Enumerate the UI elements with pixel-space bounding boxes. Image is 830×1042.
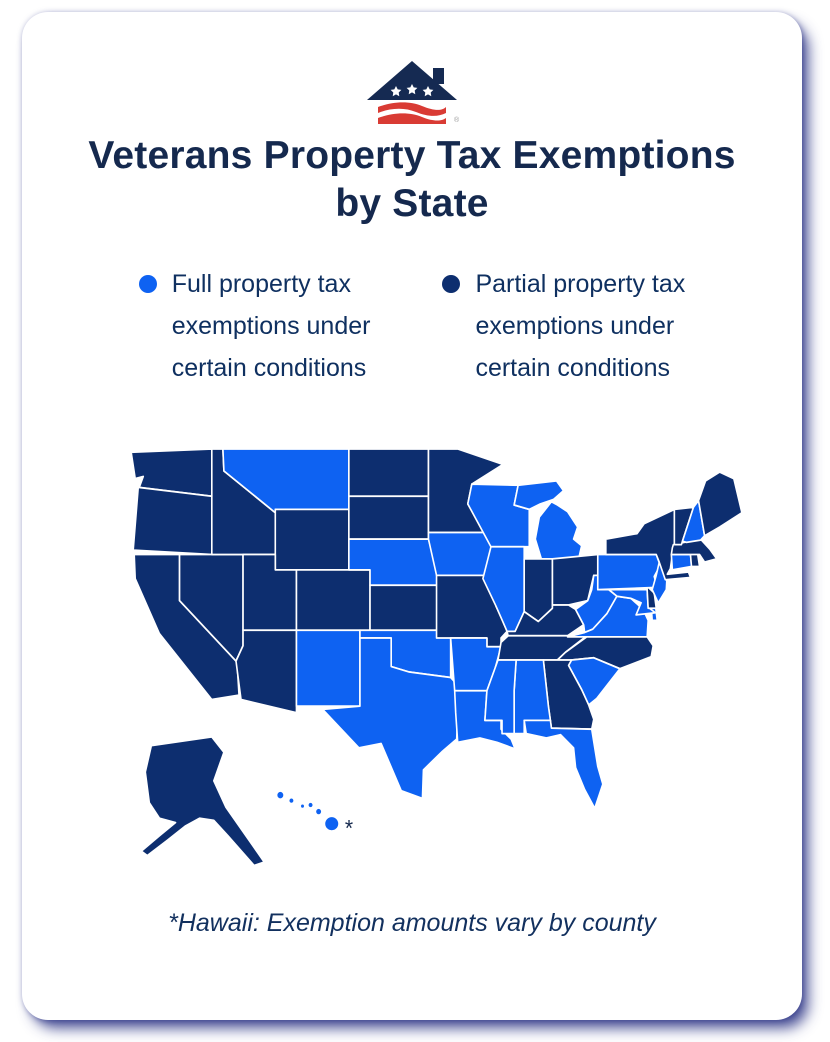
state-alaska (140, 736, 266, 867)
state-hawaii (276, 790, 340, 832)
state-rhode-island (689, 552, 701, 568)
logo-stars (390, 84, 434, 97)
page-title: Veterans Property Tax Exemptions by Stat… (22, 132, 802, 227)
veterans-united-logo: ® (360, 58, 464, 131)
full-exemption-label: Full property tax exemptions under certa… (171, 270, 371, 382)
state-vermont (673, 506, 695, 546)
partial-exemption-label: Partial property tax exemptions under ce… (475, 270, 686, 382)
legend: Full property tax exemptions under certa… (22, 263, 802, 389)
registered-trademark: ® (454, 116, 460, 124)
state-wyoming (274, 508, 350, 571)
state-new-mexico (295, 629, 361, 707)
state-pennsylvania (596, 553, 662, 591)
us-choropleth-map: * (107, 416, 757, 916)
state-mississippi (484, 659, 517, 735)
page-title-line2: by State (335, 181, 489, 225)
us-map-svg: * (130, 448, 743, 867)
logo-stripe-bottom (378, 113, 446, 124)
state-massachusetts (670, 538, 718, 564)
state-north-dakota (348, 448, 430, 498)
full-exemption-dot (138, 275, 157, 293)
state-new-york (605, 508, 692, 581)
state-texas (321, 637, 459, 800)
state-oregon (132, 486, 213, 556)
logo-house-roof (367, 61, 457, 100)
logo-chimney (433, 68, 444, 84)
house-flag-logo-graphic: ® (367, 61, 460, 124)
state-florida (523, 719, 604, 810)
state-connecticut (670, 553, 693, 571)
partial-exemption-dot (442, 275, 461, 293)
state-south-dakota (348, 495, 430, 540)
hawaii-asterisk-marker: * (345, 815, 354, 841)
state-maine (697, 471, 743, 537)
legend-item-partial: Partial property tax exemptions under ce… (442, 263, 685, 389)
state-michigan (513, 479, 583, 560)
hawaii-footnote: *Hawaii: Exemption amounts vary by count… (168, 909, 656, 937)
page-title-line1: Veterans Property Tax Exemptions (88, 134, 736, 177)
state-arizona (235, 629, 298, 714)
infographic-card: ® Veterans Property Tax Exemptions by St… (22, 12, 802, 1020)
logo-stripe-top (378, 102, 446, 116)
state-colorado (295, 568, 371, 632)
legend-item-full: Full property tax exemptions under certa… (138, 263, 371, 389)
